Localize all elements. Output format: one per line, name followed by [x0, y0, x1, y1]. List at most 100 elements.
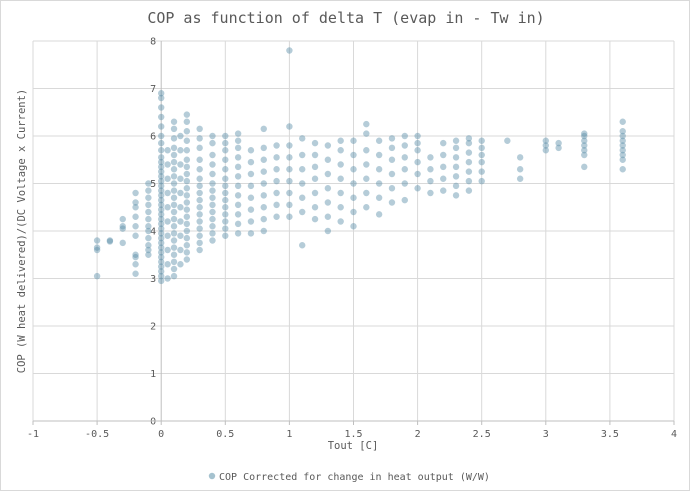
data-point	[209, 161, 216, 168]
data-point	[158, 253, 165, 261]
data-point	[158, 215, 165, 223]
data-point	[247, 218, 255, 225]
data-point	[311, 204, 319, 211]
data-point	[164, 246, 171, 254]
data-point	[183, 163, 191, 171]
data-point	[286, 47, 293, 54]
y-tick-label: 1	[150, 369, 156, 380]
grid-lines	[32, 40, 675, 421]
data-point	[581, 132, 588, 140]
data-point	[93, 237, 101, 244]
y-tick-label: 5	[150, 179, 156, 190]
data-point	[401, 154, 408, 161]
data-point	[222, 175, 229, 182]
data-point	[209, 180, 216, 187]
data-point	[414, 147, 421, 154]
data-point	[164, 232, 171, 239]
data-point	[234, 230, 242, 237]
data-point	[209, 170, 216, 178]
data-point	[209, 194, 216, 201]
data-point	[196, 232, 203, 239]
data-point	[164, 218, 171, 225]
data-point	[164, 189, 171, 197]
data-point	[158, 139, 165, 147]
data-point	[363, 204, 370, 211]
data-point	[164, 161, 171, 168]
data-point	[234, 201, 242, 209]
data-point	[299, 135, 306, 142]
data-point	[350, 223, 357, 230]
legend-marker	[208, 472, 216, 480]
data-point	[478, 151, 485, 159]
data-point	[234, 220, 242, 228]
data-point	[158, 168, 165, 175]
data-point	[170, 230, 178, 237]
data-point	[183, 227, 191, 235]
data-point	[177, 161, 184, 168]
data-point	[337, 147, 344, 154]
data-point	[183, 199, 191, 206]
data-point	[196, 204, 203, 211]
data-point	[581, 163, 588, 171]
y-tick-label: 3	[150, 274, 156, 285]
data-point	[427, 154, 434, 161]
data-point	[93, 272, 101, 280]
data-point	[196, 125, 203, 133]
data-point	[465, 135, 473, 142]
data-point	[581, 147, 588, 154]
x-tick-label: 0.5	[216, 429, 234, 440]
data-point	[452, 173, 460, 180]
data-point	[516, 166, 524, 173]
data-point	[337, 204, 344, 211]
data-point	[170, 237, 178, 244]
data-point	[170, 272, 178, 280]
data-point	[164, 204, 171, 211]
data-point	[177, 189, 184, 197]
axes: 0 1 2 3 4 5 6 7 8 -1 -0.5 0 0.5 1 1.5 2 2.5 3 3.5 4	[27, 37, 677, 441]
data-point	[170, 180, 178, 187]
data-point	[170, 244, 178, 251]
data-point	[164, 261, 171, 268]
data-point	[196, 156, 203, 163]
data-point	[516, 175, 524, 182]
data-point	[158, 234, 165, 242]
data-point	[209, 139, 216, 147]
data-point	[324, 199, 332, 206]
data-point	[132, 270, 139, 277]
data-point	[465, 187, 473, 194]
data-point	[158, 211, 165, 218]
data-point	[222, 182, 229, 190]
data-point	[440, 175, 447, 182]
data-point	[388, 185, 396, 192]
data-point	[324, 170, 332, 178]
data-point	[145, 187, 152, 194]
data-point	[222, 156, 229, 163]
data-point	[273, 189, 280, 197]
data-point	[183, 234, 191, 242]
data-point	[170, 166, 178, 173]
data-point	[196, 211, 203, 218]
data-point	[170, 223, 178, 230]
data-point	[164, 275, 171, 282]
y-tick-label: 4	[150, 227, 156, 238]
data-point	[350, 194, 357, 201]
data-point	[286, 189, 293, 197]
data-point	[273, 177, 280, 185]
data-point	[465, 168, 473, 175]
data-point	[324, 142, 332, 149]
data-point	[158, 113, 165, 121]
data-point	[158, 263, 165, 270]
data-point	[581, 130, 588, 137]
y-tick-label: 2	[150, 322, 156, 333]
data-point	[337, 175, 344, 182]
data-point	[299, 208, 306, 216]
data-point	[145, 242, 152, 249]
data-point	[581, 137, 588, 144]
legend-label: COP Corrected for change in heat output …	[219, 472, 490, 483]
data-point	[158, 230, 165, 237]
data-point	[170, 215, 178, 223]
data-point	[170, 125, 178, 133]
data-point	[324, 185, 332, 192]
